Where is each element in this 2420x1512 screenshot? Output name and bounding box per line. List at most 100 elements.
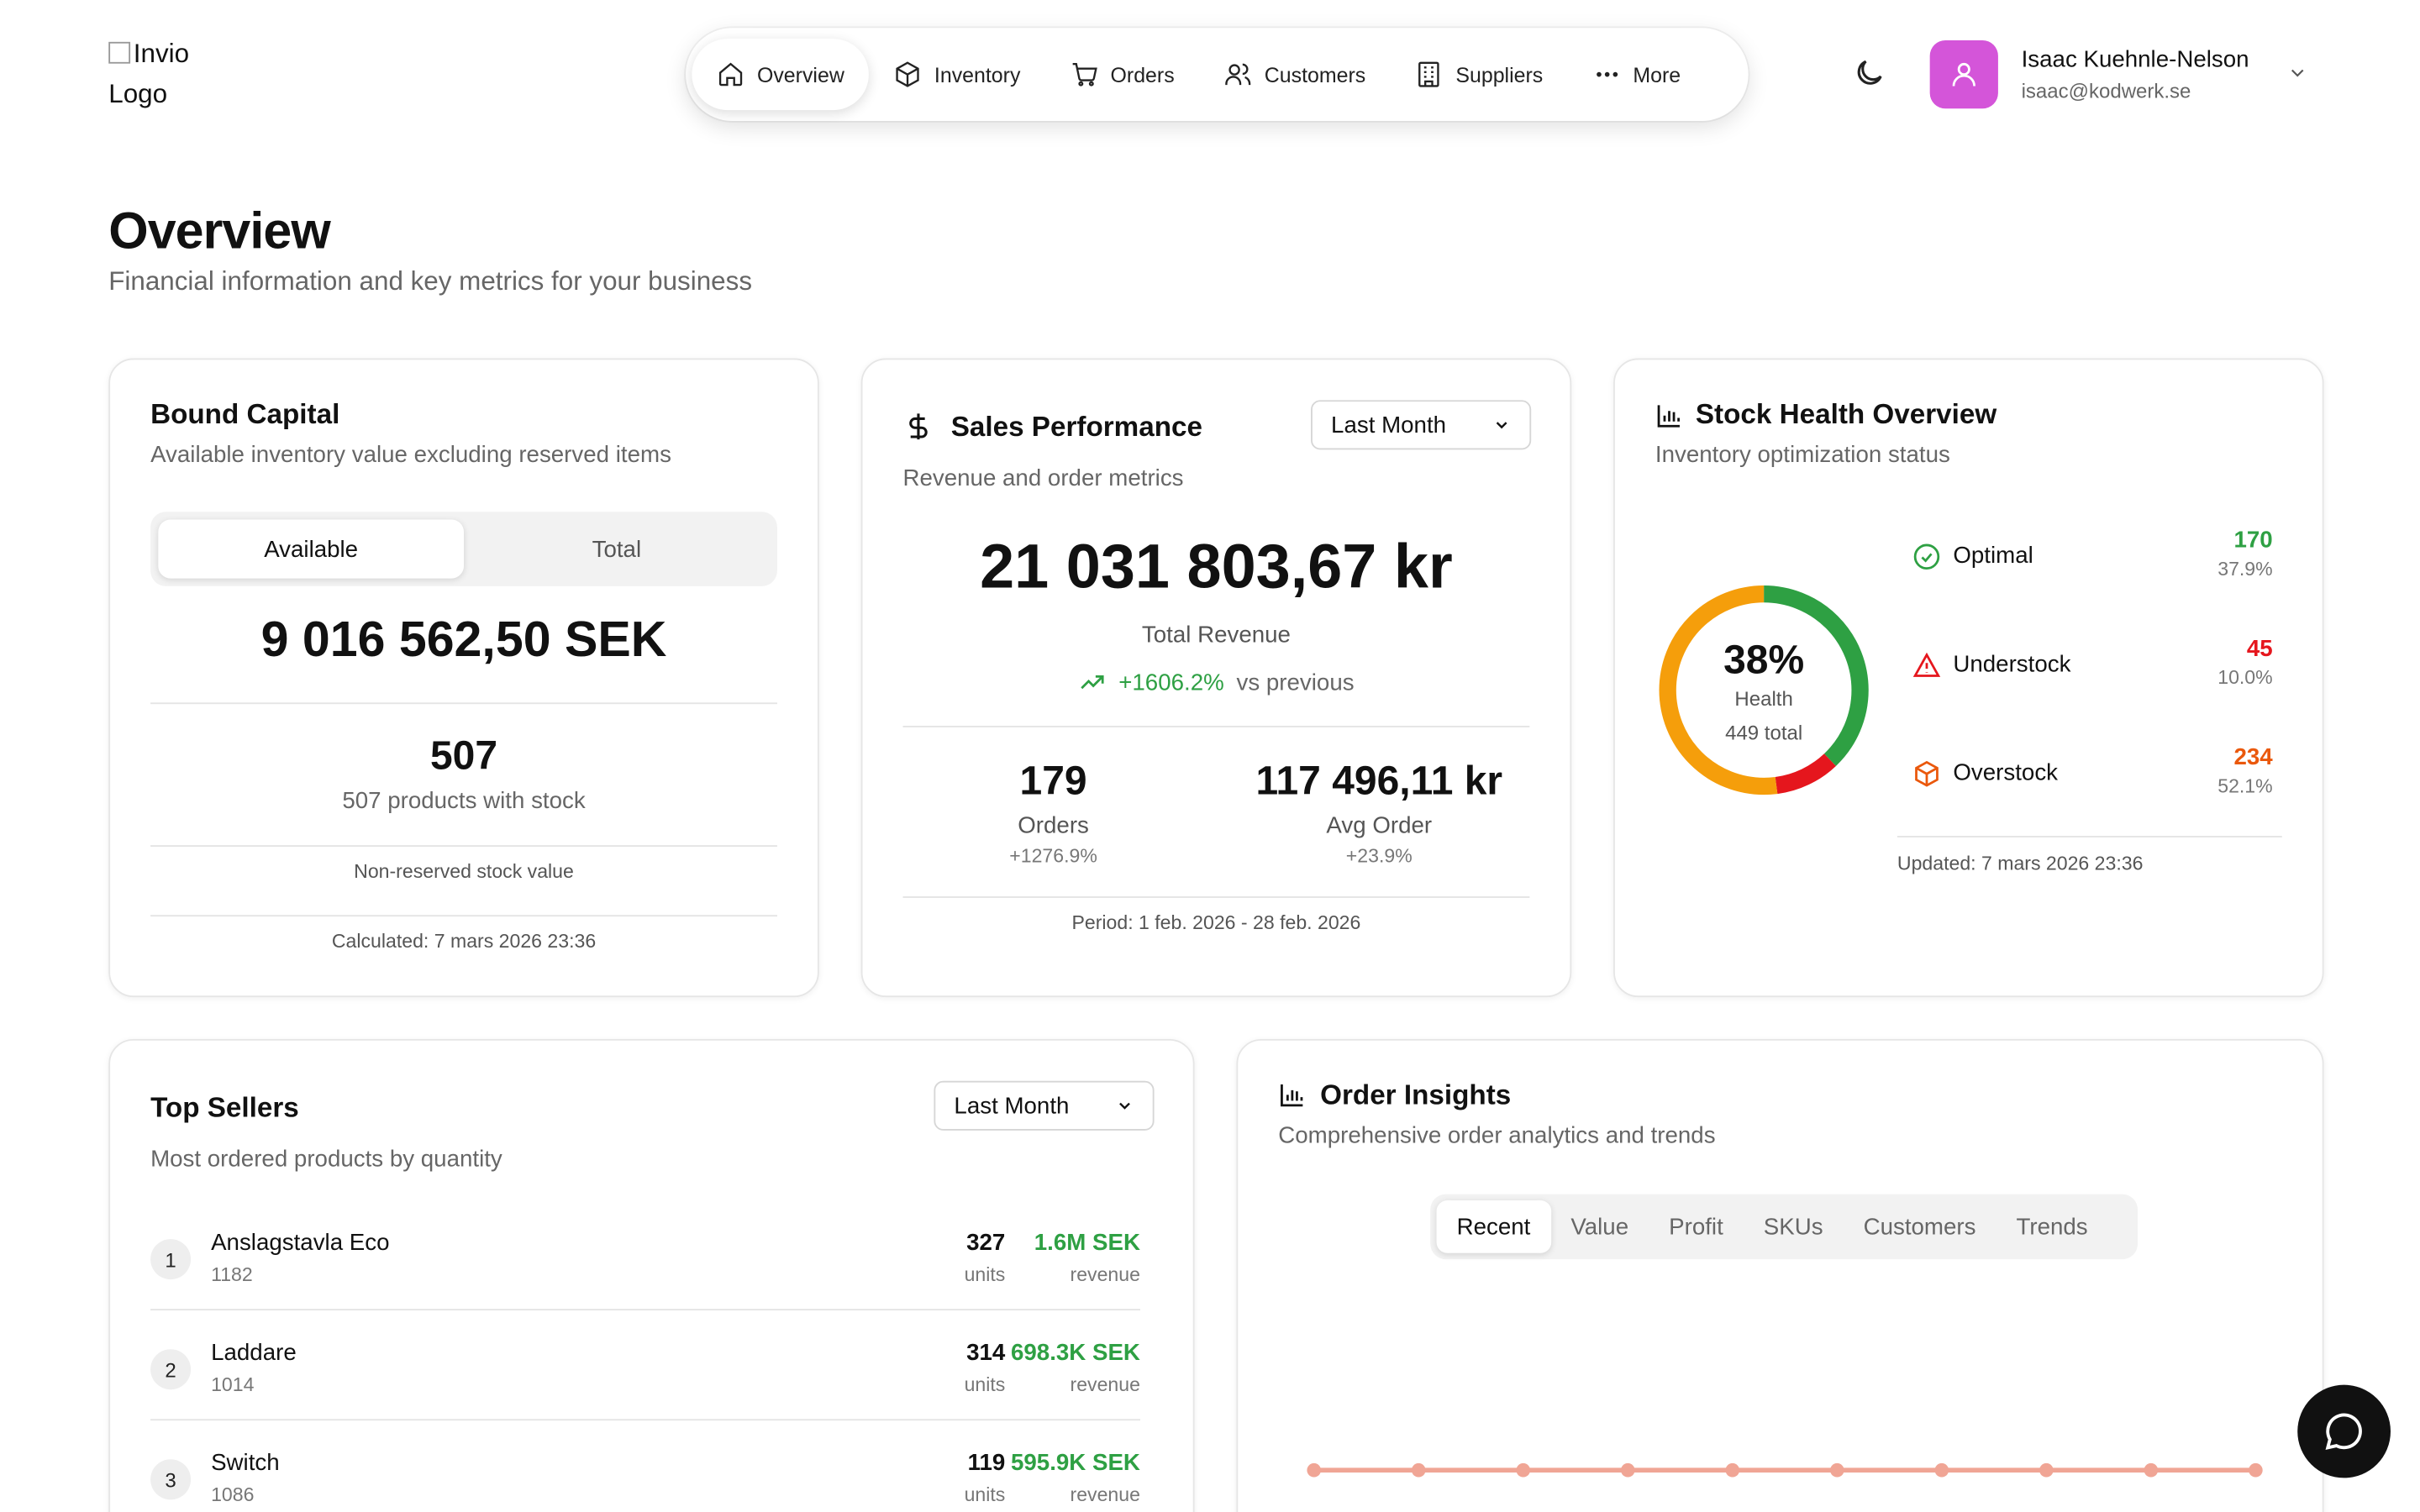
home-icon [718, 62, 743, 87]
legend-label: Optimal [1953, 543, 2033, 570]
nav-label: Orders [1110, 62, 1175, 87]
moon-icon[interactable] [1852, 55, 1886, 90]
revenue-label: revenue [1070, 1263, 1140, 1286]
nav-overview[interactable]: Overview [692, 39, 870, 111]
more-icon [1596, 71, 1618, 77]
legend-optimal: Optimal 170 37.9% [1912, 528, 2273, 590]
avg-order-label: Avg Order [1326, 812, 1433, 839]
orders-count: 179 [1019, 756, 1087, 804]
order-trend-line [1307, 1462, 2263, 1478]
nav-customers[interactable]: Customers [1199, 39, 1391, 110]
product-name: Anslagstavla Eco [211, 1230, 390, 1257]
card-title: Bound Capital [150, 398, 340, 430]
list-item[interactable]: 2 Laddare 1014 314 units 698.3K SEK reve… [150, 1325, 1140, 1421]
units-value: 327 [966, 1230, 1006, 1257]
stock-health-donut [1659, 585, 1869, 795]
list-item[interactable]: 3 Switch 1086 119 units 595.9K SEK reven… [150, 1435, 1140, 1512]
user-email: isaac@kodwerk.se [2021, 79, 2191, 102]
avg-order-change: +23.9% [1345, 845, 1413, 868]
list-item[interactable]: 1 Anslagstavla Eco 1182 327 units 1.6M S… [150, 1215, 1140, 1311]
trend-point [2144, 1462, 2159, 1478]
products-label: 507 products with stock [342, 787, 586, 815]
bar-chart-icon [1657, 405, 1680, 428]
nav-orders[interactable]: Orders [1045, 39, 1199, 110]
nav-suppliers[interactable]: Suppliers [1391, 39, 1568, 110]
package-icon [1915, 760, 1939, 787]
top-sellers-period-select[interactable]: Last Month [934, 1080, 1155, 1131]
cart-icon [1072, 62, 1097, 87]
card-subtitle: Available inventory value excluding rese… [150, 442, 671, 469]
users-icon [1225, 63, 1251, 86]
tab-recent[interactable]: Recent [1436, 1200, 1551, 1253]
dollar-icon [909, 413, 928, 440]
total-revenue-label: Total Revenue [1141, 622, 1291, 648]
nav-inventory[interactable]: Inventory [869, 39, 1045, 110]
health-percentage: 38% [1723, 635, 1805, 683]
user-icon [1952, 62, 1975, 87]
divider [902, 896, 1530, 898]
nav-label: Customers [1264, 62, 1366, 87]
nav-label: Suppliers [1455, 62, 1544, 87]
logo[interactable]: Invio Logo [108, 34, 233, 115]
product-name: Switch [211, 1450, 280, 1477]
tab-value[interactable]: Value [1570, 1213, 1629, 1241]
legend-percent: 37.9% [2217, 558, 2273, 580]
user-name[interactable]: Isaac Kuehnle-Nelson [2021, 46, 2249, 73]
tab-trends[interactable]: Trends [2016, 1213, 2088, 1241]
revenue-value: 595.9K SEK [1011, 1450, 1140, 1477]
toggle-total[interactable]: Total [592, 535, 642, 563]
page-title: Overview [108, 202, 330, 260]
units-value: 119 [967, 1450, 1006, 1477]
orders-label: Orders [1018, 812, 1089, 839]
check-circle-icon [1913, 543, 1940, 570]
trend-point [1516, 1462, 1531, 1478]
change-value: +1606.2% [1118, 669, 1224, 696]
trend-point [1725, 1462, 1740, 1478]
nav-label: More [1633, 62, 1681, 87]
chevron-down-icon [1496, 422, 1507, 429]
legend-count: 234 [2233, 744, 2273, 771]
chevron-down-icon[interactable] [2286, 62, 2308, 84]
health-label: Health [1734, 686, 1793, 711]
trend-point [2039, 1462, 2054, 1478]
updated-timestamp: Updated: 7 mars 2026 23:36 [1897, 853, 2144, 875]
avg-order-value: 117 496,11 kr [1255, 756, 1503, 804]
nav-label: Inventory [934, 62, 1021, 87]
sales-period-select[interactable]: Last Month [1311, 400, 1532, 450]
trend-point [2249, 1462, 2263, 1478]
legend-understock: Understock 45 10.0% [1912, 636, 2273, 698]
divider [150, 1419, 1140, 1421]
product-sku: 1086 [211, 1483, 255, 1506]
tab-skus[interactable]: SKUs [1763, 1213, 1823, 1241]
orders-change: +1276.9% [1009, 845, 1097, 868]
donut-segment-optimal [1659, 585, 1869, 795]
nav-more[interactable]: More [1568, 39, 1706, 110]
revenue-change: +1606.2% vs previous [862, 669, 1570, 696]
order-insights-card: Order Insights Comprehensive order analy… [1236, 1038, 2324, 1512]
tab-profit[interactable]: Profit [1669, 1213, 1723, 1241]
units-value: 314 [966, 1340, 1006, 1367]
card-title: Top Sellers [150, 1091, 299, 1123]
stock-value-note: Non-reserved stock value [354, 860, 574, 883]
tab-customers[interactable]: Customers [1863, 1213, 1976, 1241]
revenue-label: revenue [1070, 1373, 1140, 1396]
page-subtitle: Financial information and key metrics fo… [108, 266, 753, 297]
divider [150, 845, 777, 848]
calculated-timestamp: Calculated: 7 mars 2026 23:36 [331, 930, 597, 953]
toggle-available[interactable]: Available [158, 519, 465, 579]
trend-point [1934, 1462, 1949, 1478]
box-icon [896, 61, 920, 87]
period-range: Period: 1 feb. 2026 - 28 feb. 2026 [1071, 911, 1361, 934]
divider [1897, 836, 2282, 837]
chat-button[interactable] [2297, 1384, 2391, 1478]
avatar[interactable] [1929, 40, 1998, 109]
rank-badge: 1 [150, 1239, 192, 1280]
bar-chart-icon [1281, 1084, 1303, 1107]
units-label: units [964, 1373, 1006, 1396]
card-subtitle: Most ordered products by quantity [150, 1146, 502, 1173]
legend-percent: 10.0% [2217, 666, 2273, 689]
products-count: 507 [429, 732, 498, 779]
sales-performance-card: Sales Performance Last Month Revenue and… [860, 358, 1572, 998]
broken-image-icon [108, 41, 131, 64]
bound-capital-card: Bound Capital Available inventory value … [108, 358, 819, 998]
